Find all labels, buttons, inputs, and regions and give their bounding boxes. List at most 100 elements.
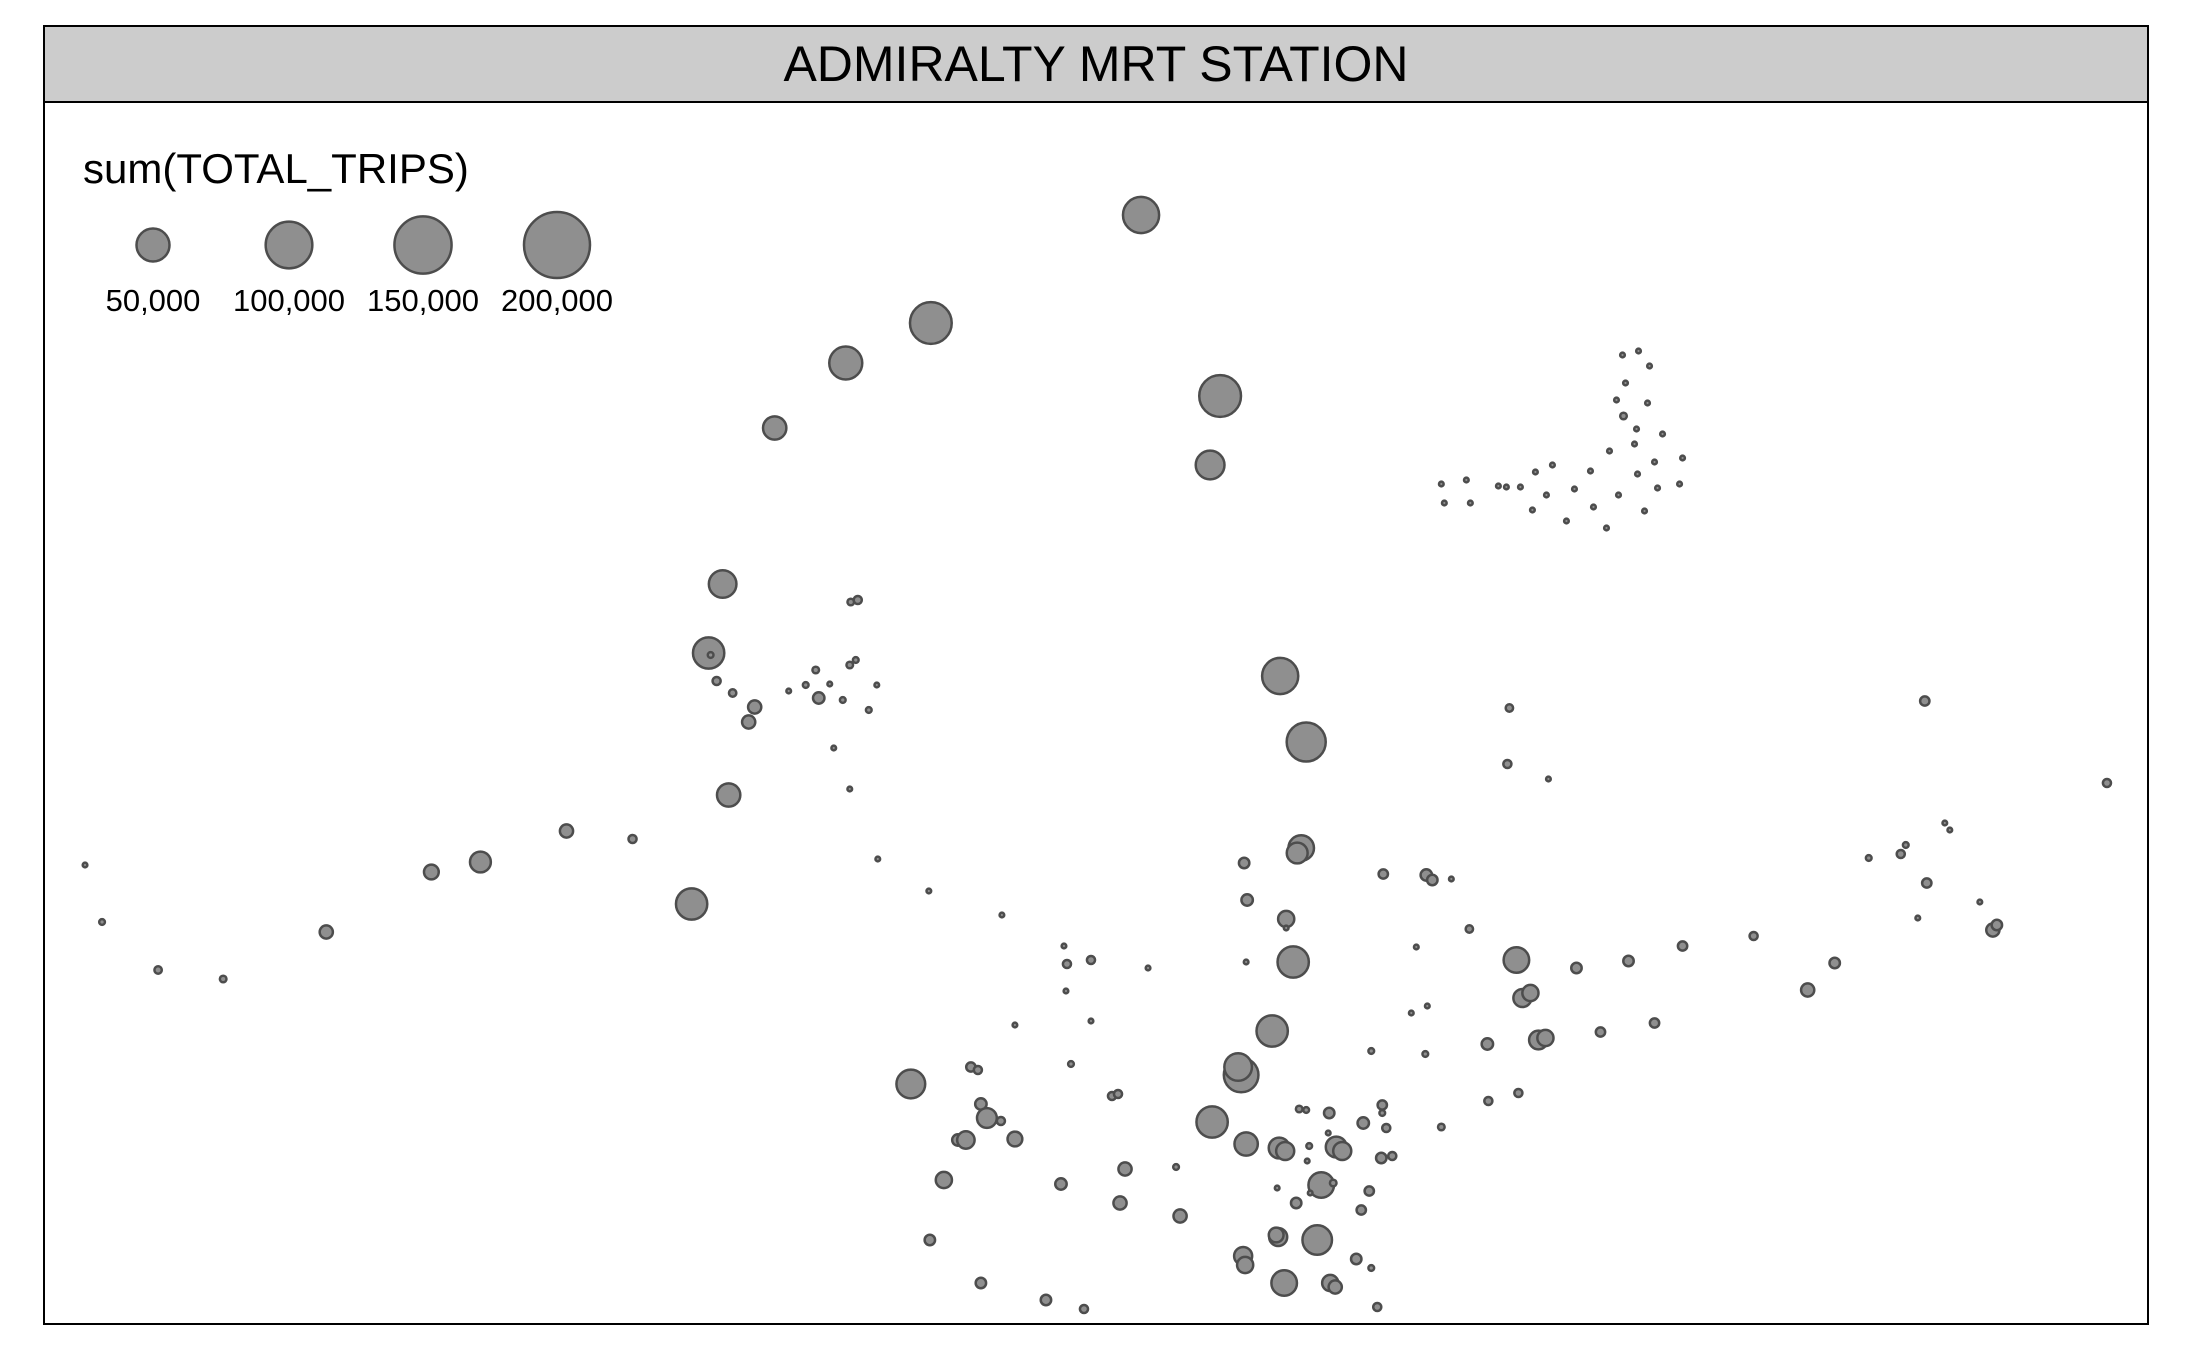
trip-point-166 [1612,396,1621,404]
trip-point-179 [153,965,164,975]
trip-point-137 [1990,918,2004,932]
trip-point-94 [955,1130,976,1150]
trip-point-140 [1447,875,1455,883]
trip-point-67 [1374,1151,1388,1165]
trip-point-38 [1233,1131,1260,1157]
legend-label-3: 150,000 [366,283,480,318]
trip-point-13 [852,594,864,606]
trip-point-197 [1087,1017,1095,1025]
legend-label-1: 50,000 [105,283,201,318]
trip-point-81 [1054,1177,1068,1191]
trip-point-55 [1328,1178,1338,1188]
trip-point-43 [1331,1140,1353,1162]
trip-point-135 [1946,826,1954,834]
trip-point-120 [1513,1087,1524,1099]
proportional-symbol-map [81,195,2113,1315]
trip-point-190 [925,887,933,895]
trip-point-3 [761,415,788,441]
trip-point-188 [740,714,757,730]
trip-point-161 [1678,454,1687,462]
trip-point-128 [1901,840,1910,850]
trip-point-156 [1650,458,1659,466]
trip-point-48 [1235,1255,1255,1275]
trip-point-141 [1504,703,1515,713]
trip-point-152 [1605,447,1614,455]
trip-point-187 [715,782,742,808]
trip-point-185 [627,833,638,845]
trip-point-8 [706,650,715,660]
trip-point-144 [1462,476,1470,484]
trip-point-168 [1618,351,1627,359]
trip-point-88 [923,1233,937,1247]
trip-point-5 [1194,449,1226,481]
trip-point-26 [1260,656,1300,696]
trip-point-171 [1528,506,1536,514]
trip-point-91 [1078,1303,1090,1315]
trip-point-154 [1632,425,1641,433]
trip-point-61 [1305,1141,1314,1151]
trip-point-174 [1640,507,1649,515]
trip-point-105 [1407,1009,1415,1017]
trip-point-195 [1061,958,1073,970]
trip-point-33 [1255,1014,1290,1048]
trip-point-82 [1117,1161,1133,1177]
trip-point-87 [1171,1162,1181,1172]
trip-point-57 [1303,1157,1311,1165]
trip-point-186 [674,887,709,921]
legend-label-4: 200,000 [500,283,614,318]
legend-title: sum(TOTAL_TRIPS) [83,145,469,192]
trip-point-191 [998,911,1006,919]
trip-point-69 [1380,1122,1392,1134]
trip-point-84 [1112,1088,1124,1100]
trip-point-183 [468,850,493,874]
trip-point-150 [1570,485,1579,493]
trip-point-97 [1240,893,1255,907]
trip-point-65 [1349,1252,1363,1266]
trip-point-145 [1440,499,1448,507]
trip-point-175 [1502,483,1510,491]
trip-point-53 [1172,1208,1188,1224]
legend-circle-1 [135,227,171,263]
trip-point-98 [1282,924,1290,932]
trip-point-56 [1289,1196,1303,1210]
trip-point-20 [838,695,847,705]
trip-point-77 [972,1064,984,1076]
trip-point-143 [1437,480,1445,488]
trip-point-103 [1464,924,1475,934]
trip-point-176 [1531,468,1540,476]
trip-point-177 [81,861,89,869]
trip-point-169 [1645,362,1654,370]
trip-point-36 [1223,1051,1254,1083]
trip-point-159 [1633,470,1642,478]
trip-point-167 [1634,347,1643,355]
trip-point-54 [1112,1195,1128,1211]
trip-point-18 [845,660,855,670]
trip-point-104 [1412,943,1420,951]
map-panel: sum(TOTAL_TRIPS) 50,000 100,000 150,000 200… [45,103,2147,1323]
trip-point-95 [1006,1130,1024,1148]
trip-point-114 [1480,1037,1495,1051]
facet-title: ADMIRALTY MRT STATION [783,36,1409,92]
trip-point-130 [1920,877,1933,889]
facet-strip: ADMIRALTY MRT STATION [45,27,2147,103]
trip-point-139 [1544,775,1553,783]
trip-point-153 [1618,411,1629,421]
trip-point-85 [1011,1021,1019,1029]
trip-point-107 [1367,1046,1376,1056]
trip-point-93 [975,1106,999,1130]
trip-point-138 [2101,777,2113,789]
facet-frame: ADMIRALTY MRT STATION sum(TOTAL_TRIPS) 5… [43,25,2149,1325]
trip-point-60 [1302,1105,1311,1115]
trip-point-74 [1371,1301,1383,1313]
trip-point-163 [1614,491,1623,499]
trip-point-58 [1322,1106,1336,1120]
trip-point-192 [1060,942,1068,950]
trip-point-15 [811,691,826,705]
trip-point-184 [558,823,575,839]
trip-point-6 [707,568,738,600]
trip-point-90 [1039,1293,1053,1307]
trip-point-89 [974,1276,988,1290]
trip-point-11 [727,688,738,698]
trip-point-142 [1502,758,1513,770]
trip-point-133 [1918,695,1931,707]
